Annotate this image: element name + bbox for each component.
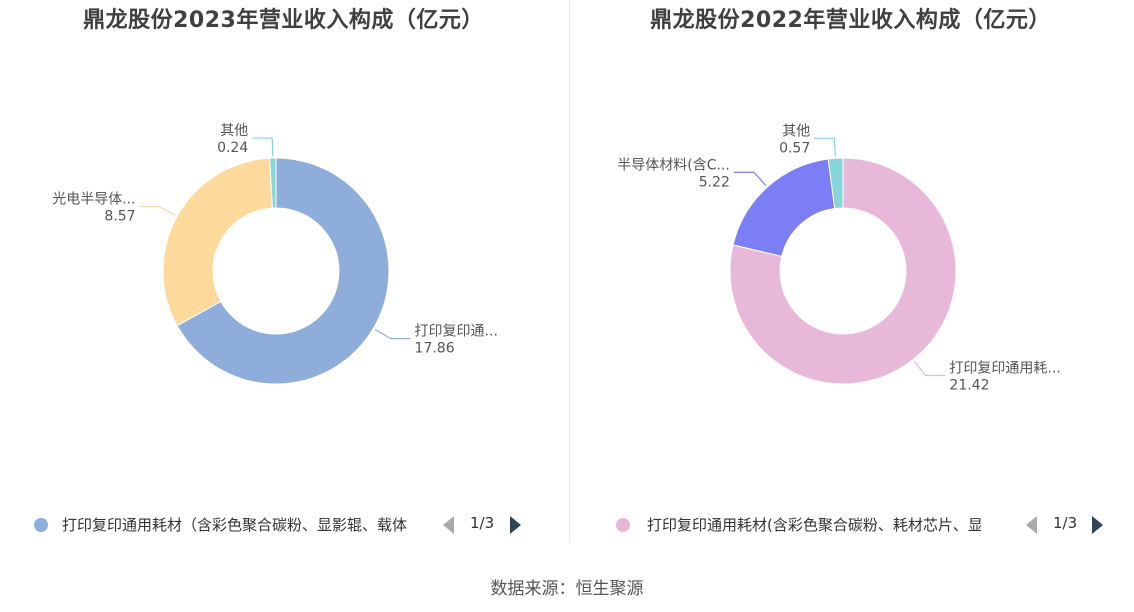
legend-prev-icon[interactable]	[443, 516, 454, 534]
legend-page-indicator: 1/3	[470, 514, 495, 532]
donut-chart-2023: 打印复印通...17.86 光电半导体...8.57 其他0.24	[52, 123, 498, 385]
label-leader-line	[374, 328, 411, 340]
slice-value-label: 0.57	[779, 140, 810, 156]
slice-value-label: 5.22	[699, 174, 730, 190]
slice-name-label: 其他	[220, 123, 248, 139]
chart-panel-2023: 鼎龙股份2023年营业收入构成（亿元） 打印复印通... 17.86 光电半导体..…	[0, 0, 567, 545]
donut-chart-2022: 打印复印通用耗...21.42 半导体材料(含C...5.22 其他0.57	[617, 123, 1061, 393]
chart-title: 鼎龙股份2023年营业收入构成（亿元）	[83, 8, 484, 33]
legend-next-icon[interactable]	[510, 516, 521, 534]
pie-slice[interactable]	[269, 157, 277, 209]
legend-marker	[616, 518, 630, 532]
chart-title: 鼎龙股份2022年营业收入构成（亿元）	[650, 8, 1051, 33]
label-leader-line	[814, 137, 837, 157]
legend-item-label[interactable]: 打印复印通用耗材（含彩色聚合碳粉、显影辊、载体	[62, 516, 408, 534]
data-source: 数据来源：恒生聚源	[490, 579, 644, 599]
slice-name-label: 打印复印通...	[415, 323, 498, 340]
label-leader-line	[139, 206, 176, 216]
pie-slice[interactable]	[162, 157, 273, 327]
slice-value-label: 17.86	[415, 341, 455, 357]
slice-name-label: 半导体材料(含C...	[617, 157, 730, 173]
chart-panel-2022: 鼎龙股份2022年营业收入构成（亿元） 打印复印通用耗... 21.42 半导体材料…	[567, 0, 1134, 545]
label-leader-line	[913, 360, 946, 376]
panel-divider	[569, 0, 570, 542]
legend: 打印复印通用耗材（含彩色聚合碳粉、显影辊、载体 1/3	[0, 512, 567, 538]
legend-next-icon[interactable]	[1092, 516, 1103, 534]
pie-slice[interactable]	[176, 157, 390, 385]
legend-item-label[interactable]: 打印复印通用耗材(含彩色聚合碳粉、耗材芯片、显影	[647, 516, 981, 534]
slice-name-label: 光电半导体...	[52, 192, 135, 208]
legend-prev-icon[interactable]	[1026, 516, 1037, 534]
slice-name-label: 其他	[782, 123, 810, 139]
slice-value-label: 0.24	[217, 140, 248, 156]
slice-name-label: 打印复印通用耗...	[949, 359, 1060, 376]
legend: 打印复印通用耗材(含彩色聚合碳粉、耗材芯片、显影 1/3	[567, 512, 1134, 538]
legend-marker	[34, 518, 48, 532]
label-leader-line	[252, 137, 274, 157]
legend-page-indicator: 1/3	[1053, 514, 1078, 532]
slice-value-label: 8.57	[104, 209, 135, 225]
label-leader-line	[733, 171, 767, 187]
slice-value-label: 21.42	[949, 377, 989, 393]
pie-slice[interactable]	[827, 157, 844, 210]
pie-slice[interactable]	[729, 157, 957, 385]
pie-slice[interactable]	[732, 158, 836, 258]
